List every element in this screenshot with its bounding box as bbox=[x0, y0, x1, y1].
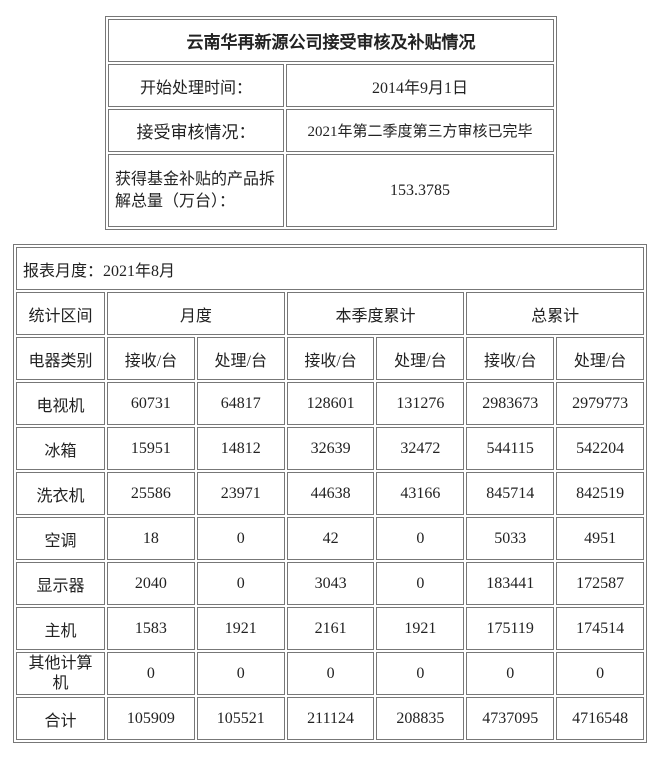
summary-value: 153.3785 bbox=[286, 154, 554, 227]
value-cell: 0 bbox=[196, 517, 285, 560]
value-cell: 845714 bbox=[466, 472, 555, 515]
category-header: 电器类别 bbox=[16, 337, 105, 380]
value-cell: 32639 bbox=[286, 427, 375, 470]
sub-header: 接收/台 bbox=[107, 337, 195, 380]
summary-value: 2021年第二季度第三方审核已完毕 bbox=[286, 109, 554, 152]
value-cell: 0 bbox=[196, 562, 285, 605]
value-cell: 211124 bbox=[286, 697, 375, 740]
value-cell: 174514 bbox=[556, 607, 644, 650]
statistics-table: 报表月度：2021年8月 统计区间 月度 本季度累计 总累计 电器类别 接收/台… bbox=[13, 244, 647, 743]
value-cell: 32472 bbox=[376, 427, 465, 470]
table-row: 合计 105909 105521 211124 208835 4737095 4716548 bbox=[16, 697, 644, 740]
table-row: 电视机 60731 64817 128601 131276 2983673 2979773 bbox=[16, 382, 644, 425]
category-name: 其他计算机 bbox=[16, 652, 105, 695]
value-cell: 544115 bbox=[466, 427, 555, 470]
report-month: 报表月度：2021年8月 bbox=[16, 247, 644, 290]
value-cell: 2983673 bbox=[466, 382, 555, 425]
table-row: 显示器 2040 0 3043 0 183441 172587 bbox=[16, 562, 644, 605]
value-cell: 183441 bbox=[466, 562, 555, 605]
value-cell: 0 bbox=[466, 652, 555, 695]
summary-row: 接受审核情况： 2021年第二季度第三方审核已完毕 bbox=[108, 109, 554, 152]
value-cell: 42 bbox=[286, 517, 375, 560]
sub-header: 处理/台 bbox=[196, 337, 285, 380]
summary-label: 开始处理时间： bbox=[108, 64, 284, 107]
value-cell: 105521 bbox=[196, 697, 285, 740]
value-cell: 4737095 bbox=[466, 697, 555, 740]
group-header: 本季度累计 bbox=[286, 292, 465, 335]
value-cell: 2040 bbox=[107, 562, 195, 605]
group-header: 总累计 bbox=[466, 292, 644, 335]
subsidy-summary-table: 云南华再新源公司接受审核及补贴情况 开始处理时间： 2014年9月1日 接受审核… bbox=[105, 16, 557, 230]
value-cell: 842519 bbox=[556, 472, 644, 515]
value-cell: 0 bbox=[286, 652, 375, 695]
value-cell: 542204 bbox=[556, 427, 644, 470]
table-row: 洗衣机 25586 23971 44638 43166 845714 842519 bbox=[16, 472, 644, 515]
value-cell: 0 bbox=[376, 562, 465, 605]
summary-row: 获得基金补贴的产品拆解总量（万台）： 153.3785 bbox=[108, 154, 554, 227]
value-cell: 175119 bbox=[466, 607, 555, 650]
summary-row: 开始处理时间： 2014年9月1日 bbox=[108, 64, 554, 107]
value-cell: 0 bbox=[376, 652, 465, 695]
value-cell: 43166 bbox=[376, 472, 465, 515]
table-row: 冰箱 15951 14812 32639 32472 544115 542204 bbox=[16, 427, 644, 470]
value-cell: 5033 bbox=[466, 517, 555, 560]
value-cell: 25586 bbox=[107, 472, 195, 515]
table-row: 其他计算机 0 0 0 0 0 0 bbox=[16, 652, 644, 695]
sub-header: 接收/台 bbox=[286, 337, 375, 380]
value-cell: 1583 bbox=[107, 607, 195, 650]
summary-value: 2014年9月1日 bbox=[286, 64, 554, 107]
value-cell: 0 bbox=[376, 517, 465, 560]
summary-title: 云南华再新源公司接受审核及补贴情况 bbox=[108, 19, 554, 62]
value-cell: 4716548 bbox=[556, 697, 644, 740]
category-name: 主机 bbox=[16, 607, 105, 650]
category-name: 洗衣机 bbox=[16, 472, 105, 515]
value-cell: 1921 bbox=[196, 607, 285, 650]
summary-label: 接受审核情况： bbox=[108, 109, 284, 152]
category-name: 显示器 bbox=[16, 562, 105, 605]
value-cell: 131276 bbox=[376, 382, 465, 425]
period-header: 统计区间 bbox=[16, 292, 105, 335]
table-row: 空调 18 0 42 0 5033 4951 bbox=[16, 517, 644, 560]
value-cell: 1921 bbox=[376, 607, 465, 650]
value-cell: 18 bbox=[107, 517, 195, 560]
value-cell: 172587 bbox=[556, 562, 644, 605]
value-cell: 105909 bbox=[107, 697, 195, 740]
value-cell: 0 bbox=[556, 652, 644, 695]
sub-header: 接收/台 bbox=[466, 337, 555, 380]
category-name: 合计 bbox=[16, 697, 105, 740]
value-cell: 44638 bbox=[286, 472, 375, 515]
value-cell: 15951 bbox=[107, 427, 195, 470]
category-name: 冰箱 bbox=[16, 427, 105, 470]
value-cell: 2979773 bbox=[556, 382, 644, 425]
value-cell: 2161 bbox=[286, 607, 375, 650]
summary-label: 获得基金补贴的产品拆解总量（万台）： bbox=[108, 154, 284, 227]
category-name: 空调 bbox=[16, 517, 105, 560]
value-cell: 23971 bbox=[196, 472, 285, 515]
table-row: 主机 1583 1921 2161 1921 175119 174514 bbox=[16, 607, 644, 650]
value-cell: 14812 bbox=[196, 427, 285, 470]
value-cell: 0 bbox=[196, 652, 285, 695]
value-cell: 4951 bbox=[556, 517, 644, 560]
category-name: 电视机 bbox=[16, 382, 105, 425]
value-cell: 128601 bbox=[286, 382, 375, 425]
group-header: 月度 bbox=[107, 292, 285, 335]
value-cell: 208835 bbox=[376, 697, 465, 740]
value-cell: 60731 bbox=[107, 382, 195, 425]
value-cell: 64817 bbox=[196, 382, 285, 425]
sub-header: 处理/台 bbox=[376, 337, 465, 380]
value-cell: 3043 bbox=[286, 562, 375, 605]
sub-header: 处理/台 bbox=[556, 337, 644, 380]
value-cell: 0 bbox=[107, 652, 195, 695]
